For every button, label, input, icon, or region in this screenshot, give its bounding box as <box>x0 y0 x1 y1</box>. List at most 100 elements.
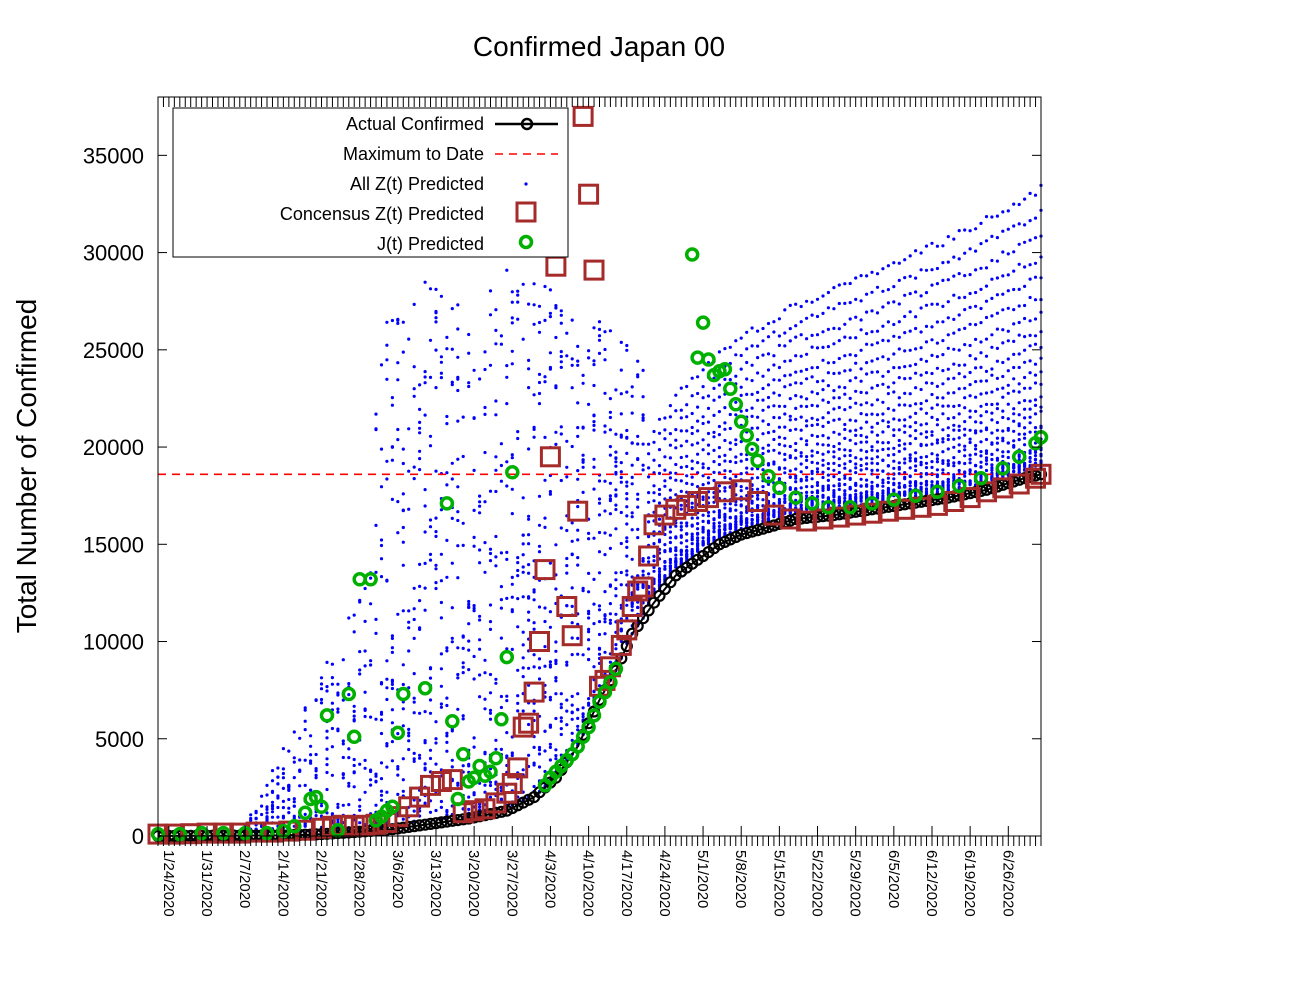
zt-point <box>625 484 629 488</box>
zt-point <box>543 380 547 384</box>
zt-point <box>783 374 787 378</box>
zt-point <box>668 530 673 534</box>
zt-point <box>952 456 956 460</box>
zt-point <box>608 546 613 551</box>
zt-point <box>483 752 487 756</box>
zt-point <box>652 429 656 434</box>
jt-point <box>396 686 411 702</box>
zt-point <box>990 441 994 445</box>
zt-point <box>930 241 934 245</box>
zt-point <box>423 504 427 508</box>
zt-point <box>385 377 389 381</box>
zt-point <box>303 758 307 762</box>
zt-point <box>1028 456 1032 460</box>
zt-point <box>456 419 460 423</box>
zt-point <box>576 401 580 405</box>
zt-point <box>390 721 394 725</box>
zt-point <box>1033 458 1038 462</box>
zt-point <box>908 404 912 408</box>
zt-point <box>728 459 732 464</box>
zt-point <box>794 406 798 410</box>
zt-point <box>941 404 945 408</box>
consensus-zt-point <box>539 446 561 468</box>
zt-point <box>1023 265 1027 269</box>
zt-point <box>805 485 809 489</box>
zt-point <box>625 390 629 394</box>
zt-point <box>701 466 705 470</box>
zt-point <box>766 449 771 453</box>
zt-point <box>777 451 782 455</box>
zt-point <box>548 663 553 667</box>
zt-point <box>537 765 542 769</box>
zt-point <box>652 542 656 546</box>
legend-label-consensus-zt-predicted: Concensus Z(t) Predicted <box>280 204 484 224</box>
zt-point <box>892 300 896 304</box>
zt-point <box>636 375 640 379</box>
zt-point <box>663 574 667 578</box>
zt-point <box>848 476 852 480</box>
jt-point <box>723 381 738 396</box>
zt-point <box>908 453 912 457</box>
zt-point <box>325 736 329 740</box>
zt-point <box>777 343 782 347</box>
zt-point <box>788 327 792 331</box>
zt-point <box>510 575 514 580</box>
zt-point <box>723 502 727 506</box>
zt-point <box>619 368 623 372</box>
zt-point <box>625 616 629 621</box>
zt-point <box>510 362 514 366</box>
zt-point <box>892 408 896 412</box>
zt-point <box>499 479 503 483</box>
zt-point <box>903 377 907 381</box>
zt-point <box>783 444 787 448</box>
zt-point <box>603 347 607 352</box>
zt-point <box>483 350 487 354</box>
zt-point <box>1006 273 1010 277</box>
zt-point <box>592 487 596 491</box>
zt-point <box>614 464 618 468</box>
zt-point <box>450 477 454 481</box>
zt-point <box>679 386 683 390</box>
zt-point <box>319 697 324 702</box>
zt-point <box>952 416 956 420</box>
x-tick-label: 5/8/2020 <box>732 850 749 908</box>
zt-point <box>434 808 438 813</box>
zt-point <box>685 415 689 419</box>
zt-point <box>701 536 705 540</box>
zt-point <box>761 386 765 391</box>
zt-point <box>565 698 569 702</box>
zt-point <box>576 708 580 712</box>
zt-point <box>886 264 891 268</box>
zt-point <box>554 754 558 758</box>
zt-point <box>886 476 891 480</box>
zt-point <box>1001 415 1005 420</box>
zt-point <box>903 430 907 434</box>
legend-swatch-jt-circle <box>518 234 534 250</box>
zt-point <box>772 404 776 408</box>
jt-point <box>864 496 880 511</box>
consensus-zt-point <box>523 681 545 703</box>
zt-point <box>946 367 950 371</box>
zt-point <box>407 734 411 738</box>
zt-point <box>423 561 427 566</box>
zt-point <box>434 720 438 724</box>
zt-point <box>674 462 678 467</box>
zt-point <box>652 559 656 563</box>
zt-point <box>745 517 749 521</box>
zt-point <box>559 478 563 483</box>
zt-point <box>750 513 754 517</box>
zt-point <box>374 631 378 636</box>
zt-point <box>924 483 929 487</box>
zt-point <box>984 468 989 473</box>
zt-point <box>810 499 814 503</box>
zt-point <box>597 338 602 342</box>
zt-point <box>543 375 547 379</box>
zt-point <box>696 536 700 540</box>
zt-point <box>597 351 602 355</box>
zt-point <box>1017 401 1021 405</box>
zt-point <box>974 249 978 253</box>
zt-point <box>805 443 809 447</box>
zt-point <box>625 428 629 433</box>
zt-point <box>815 314 820 319</box>
zt-point <box>603 650 607 654</box>
